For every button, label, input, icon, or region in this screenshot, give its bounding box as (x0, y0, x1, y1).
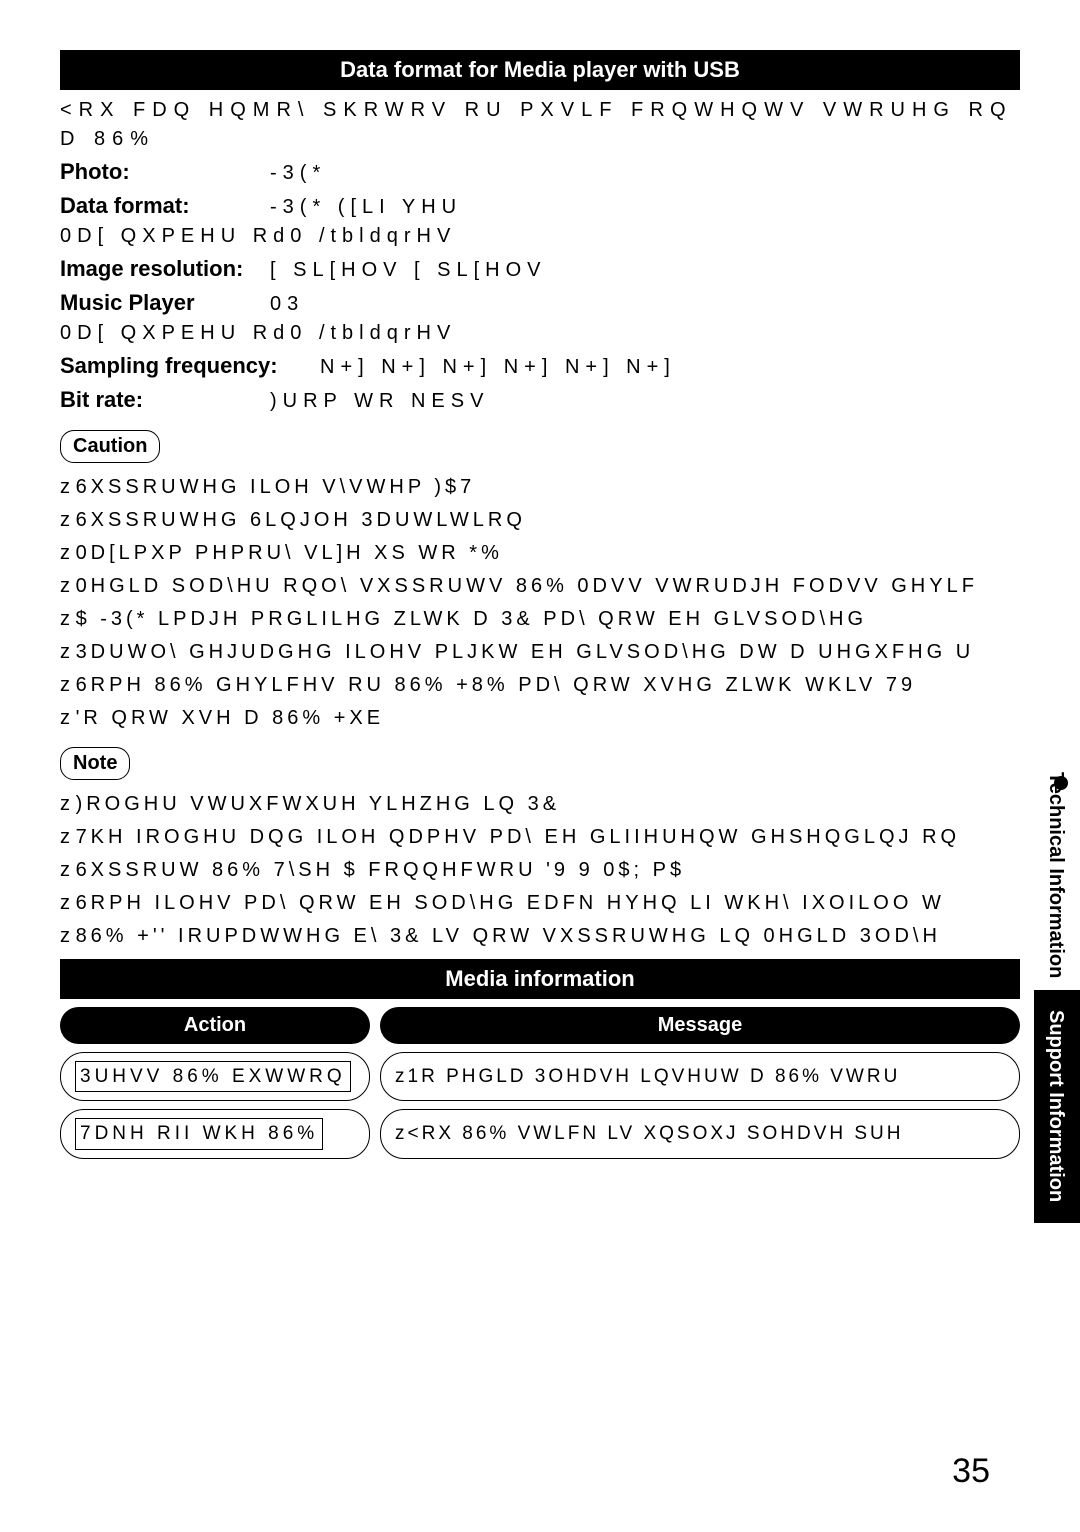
spec-label-music: Music Player (60, 287, 270, 319)
spec-label-dataformat: Data format: (60, 190, 270, 222)
caution-bullet: 3DUWO\ GHJUDGHG ILOHV PLJKW EH GLVSOD\HG… (60, 638, 1020, 667)
caution-bullet: 'R QRW XVH D 86% +XE (60, 704, 1020, 733)
spec-value-music: 03 (270, 290, 304, 319)
page-number: 35 (952, 1447, 990, 1496)
message-text: <RX 86% VWLFN LV XQSOXJ SOHDVH SUH (408, 1120, 904, 1148)
max-files-line-2: 0D[ QXPEHU Rd0 /tbldqrHV (60, 319, 1020, 348)
spec-value-bitrate: )URP WR NESV (270, 387, 489, 416)
caution-bullet: 0D[LPXP PHPRU\ VL]H XS WR *% (60, 539, 1020, 568)
max-files-line-1: 0D[ QXPEHU Rd0 /tbldqrHV (60, 222, 1020, 251)
caution-bullet: 6RPH 86% GHYLFHV RU 86% +8% PD\ QRW XVHG… (60, 671, 1020, 700)
caution-badge: Caution (60, 430, 160, 463)
note-bullet: 86% +'' IRUPDWWHG E\ 3& LV QRW VXSSRUWHG… (60, 922, 1020, 951)
note-bullet: 7KH IROGHU DQG ILOH QDPHV PD\ EH GLIIHUH… (60, 823, 1020, 852)
column-header-action: Action (60, 1007, 370, 1044)
message-cell: z <RX 86% VWLFN LV XQSOXJ SOHDVH SUH (380, 1109, 1020, 1159)
message-cell: z 1R PHGLD 3OHDVH LQVHUW D 86% VWRU (380, 1052, 1020, 1102)
spec-value-photo: -3(* (270, 159, 326, 188)
side-tab-technical-info[interactable]: Technical Information (1034, 760, 1080, 990)
side-tabs: Technical Information Support Informatio… (1034, 760, 1080, 1223)
caution-bullet: $ -3(* LPDJH PRGLILHG ZLWK D 3& PD\ QRW … (60, 605, 1020, 634)
spec-row: Photo: -3(* (60, 156, 1020, 188)
note-bullet: )ROGHU VWUXFWXUH YLHZHG LQ 3& (60, 790, 1020, 819)
action-press-usb: 3UHVV 86% EXWWRQ (75, 1061, 351, 1093)
caution-bullet: 6XSSRUWHG ILOH V\VWHP )$7 (60, 473, 1020, 502)
spec-row: Data format: -3(* ([LI YHU (60, 190, 1020, 222)
note-bullet: 6XSSRUW 86% 7\SH $ FRQQHFWRU '9 9 0$; P$ (60, 856, 1020, 885)
spec-row: Image resolution: [ SL[HOV [ SL[HOV (60, 253, 1020, 285)
intro-text: <RX FDQ HQMR\ SKRWRV RU PXVLF FRQWHQWV V… (60, 96, 1020, 154)
spec-label-imageres: Image resolution: (60, 253, 270, 285)
table-row: 7DNH RII WKH 86% z <RX 86% VWLFN LV XQSO… (60, 1109, 1020, 1159)
spec-row: Bit rate: )URP WR NESV (60, 384, 1020, 416)
note-badge: Note (60, 747, 130, 780)
section-header-media-info: Media information (60, 959, 1020, 999)
table-row: 3UHVV 86% EXWWRQ z 1R PHGLD 3OHDVH LQVHU… (60, 1052, 1020, 1102)
spec-row: Music Player 03 (60, 287, 1020, 319)
spec-value-sampling: N+] N+] N+] N+] N+] N+] (320, 353, 676, 382)
caution-bullet: 6XSSRUWHG 6LQJOH 3DUWLWLRQ (60, 506, 1020, 535)
spec-label-sampling: Sampling frequency: (60, 350, 320, 382)
section-header-data-format: Data format for Media player with USB (60, 50, 1020, 90)
spec-value-imageres: [ SL[HOV [ SL[HOV (270, 256, 547, 285)
action-take-off-usb: 7DNH RII WKH 86% (75, 1118, 323, 1150)
spec-row: Sampling frequency: N+] N+] N+] N+] N+] … (60, 350, 1020, 382)
spec-label-bitrate: Bit rate: (60, 384, 270, 416)
caution-bullet: 0HGLD SOD\HU RQO\ VXSSRUWV 86% 0DVV VWRU… (60, 572, 1020, 601)
side-tab-support-info[interactable]: Support Information (1034, 990, 1080, 1222)
spec-value-dataformat: -3(* ([LI YHU (270, 193, 462, 222)
column-header-message: Message (380, 1007, 1020, 1044)
media-info-table: Action Message 3UHVV 86% EXWWRQ z 1R PHG… (60, 1007, 1020, 1159)
action-cell: 3UHVV 86% EXWWRQ (60, 1052, 370, 1102)
spec-label-photo: Photo: (60, 156, 270, 188)
note-bullet: 6RPH ILOHV PD\ QRW EH SOD\HG EDFN HYHQ L… (60, 889, 1020, 918)
message-text: 1R PHGLD 3OHDVH LQVHUW D 86% VWRU (408, 1063, 901, 1091)
action-cell: 7DNH RII WKH 86% (60, 1109, 370, 1159)
